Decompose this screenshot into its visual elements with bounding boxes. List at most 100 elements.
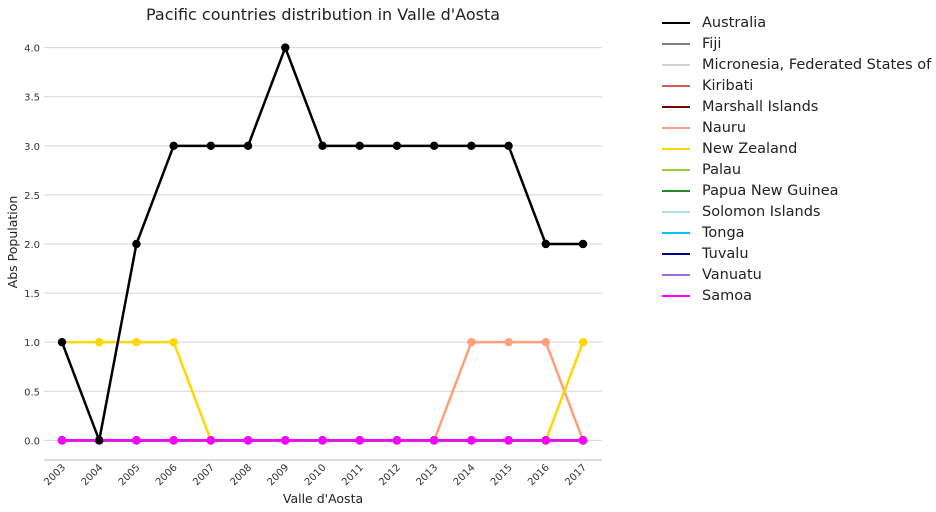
legend-label: Tonga [702, 224, 745, 241]
x-tick-label: 2015 [489, 462, 515, 488]
legend-swatch [662, 21, 690, 24]
legend-item: Tuvalu [662, 243, 931, 264]
x-tick-label: 2011 [340, 462, 366, 488]
grid-lines [44, 47, 602, 441]
legend-swatch [662, 189, 690, 192]
data-point [57, 436, 67, 445]
legend-label: Fiji [702, 35, 722, 52]
x-tick-label: 2004 [80, 462, 106, 488]
y-tick-label: 0.0 [24, 436, 40, 447]
legend-item: Fiji [662, 33, 931, 54]
data-point [95, 337, 104, 347]
y-tick-label: 1.5 [24, 289, 40, 300]
legend-swatch [662, 126, 690, 129]
x-tick-label: 2005 [117, 462, 143, 488]
data-point [243, 141, 253, 151]
data-point [392, 141, 402, 151]
legend-item: Solomon Islands [662, 201, 931, 222]
data-point [355, 141, 364, 151]
x-axis-label: Valle d'Aosta [283, 491, 363, 506]
data-point [132, 337, 141, 347]
data-point [281, 436, 290, 445]
data-point [132, 239, 141, 249]
data-point [504, 436, 513, 445]
legend-label: New Zealand [702, 140, 798, 157]
legend-item: Tonga [662, 222, 931, 243]
y-tick-label: 2.5 [24, 191, 40, 202]
legend-label: Solomon Islands [702, 203, 821, 220]
data-point [206, 141, 216, 151]
x-tick-label: 2008 [228, 462, 254, 488]
legend-swatch [662, 273, 690, 276]
data-point [429, 436, 439, 445]
data-point [578, 239, 588, 249]
legend-label: Samoa [702, 287, 752, 304]
data-point [169, 141, 178, 151]
legend-item: Nauru [662, 117, 931, 138]
legend-item: Palau [662, 159, 931, 180]
legend-swatch [662, 63, 690, 66]
legend-item: Australia [662, 12, 931, 33]
series-samoa [57, 436, 588, 445]
data-point [206, 436, 216, 445]
series-lines [57, 43, 588, 445]
legend-label: Tuvalu [702, 245, 749, 262]
legend-swatch [662, 294, 690, 297]
legend-swatch [662, 84, 690, 87]
data-point [578, 337, 588, 347]
data-point [243, 436, 253, 445]
x-tick-label: 2016 [526, 462, 552, 488]
legend-item: Vanuatu [662, 264, 931, 285]
legend-swatch [662, 168, 690, 171]
legend-label: Australia [702, 14, 767, 31]
legend-item: Micronesia, Federated States of [662, 54, 931, 75]
data-point [281, 43, 290, 52]
legend-label: Vanuatu [702, 266, 762, 283]
legend-item: Kiribati [662, 75, 931, 96]
data-point [169, 436, 178, 445]
legend-label: Micronesia, Federated States of [702, 56, 932, 73]
legend-swatch [662, 231, 690, 234]
x-tick-label: 2006 [154, 462, 180, 488]
data-point [132, 436, 141, 445]
data-point [392, 436, 402, 445]
legend-item: New Zealand [662, 138, 931, 159]
legend-swatch [662, 210, 690, 213]
data-point [95, 436, 104, 445]
data-point [318, 436, 327, 445]
y-axis-label: Abs Population [5, 196, 20, 289]
data-point [504, 337, 513, 347]
legend-swatch [662, 105, 690, 108]
data-point [57, 337, 67, 347]
y-tick-label: 2.0 [24, 240, 40, 251]
y-tick-label: 3.5 [24, 93, 40, 104]
series-australia [57, 43, 588, 445]
legend-label: Kiribati [702, 77, 754, 94]
y-tick-label: 4.0 [24, 44, 40, 55]
data-point [355, 436, 364, 445]
data-point [429, 141, 439, 151]
y-tick-label: 0.5 [24, 387, 40, 398]
data-point [541, 337, 550, 347]
x-tick-label: 2003 [42, 462, 68, 488]
x-tick-label: 2017 [563, 462, 589, 488]
data-point [467, 337, 476, 347]
data-point [541, 436, 550, 445]
x-tick-labels: 2003 2004 2005 2006 2007 2008 2009 2010 2011 2012… [42, 462, 589, 488]
legend-label: Nauru [702, 119, 747, 136]
x-tick-label: 2009 [266, 462, 292, 488]
legend-swatch [662, 42, 690, 45]
data-point [504, 141, 513, 151]
y-tick-label: 1.0 [24, 338, 40, 349]
legend-swatch [662, 147, 690, 150]
legend-swatch [662, 252, 690, 255]
data-point [467, 436, 476, 445]
legend-label: Papua New Guinea [702, 182, 839, 199]
y-tick-labels: 0.0 0.5 1.0 1.5 2.0 2.5 3.0 3.5 4.0 [24, 44, 40, 448]
legend-label: Palau [702, 161, 742, 178]
y-tick-label: 3.0 [24, 142, 40, 153]
x-tick-label: 2013 [414, 462, 440, 488]
legend: Australia Fiji Micronesia, Federated State… [662, 12, 931, 306]
legend-item: Marshall Islands [662, 96, 931, 117]
x-tick-label: 2007 [191, 462, 217, 488]
